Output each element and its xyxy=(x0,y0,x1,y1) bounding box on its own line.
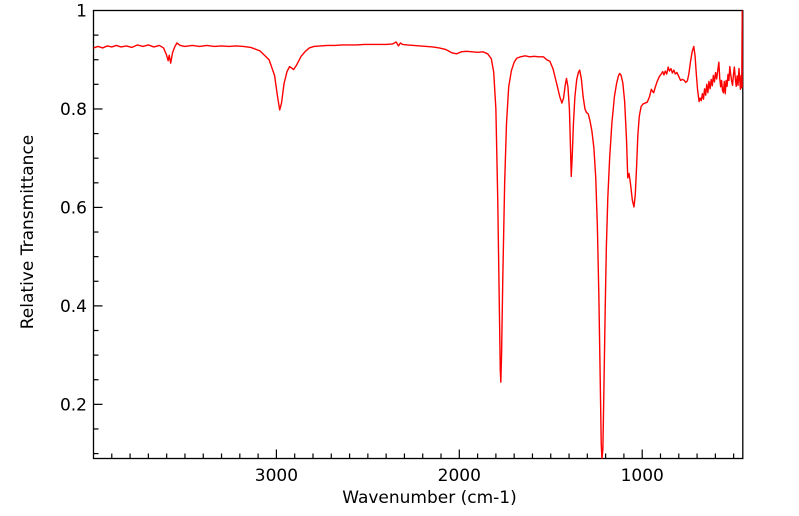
tick-label: 0.2 xyxy=(60,395,87,415)
tick-label: 3000 xyxy=(255,466,298,486)
plot-border xyxy=(92,9,744,460)
tick-label: 0.4 xyxy=(60,297,87,317)
tick-label: 2000 xyxy=(438,466,481,486)
y-axis-label: Relative Transmittance xyxy=(18,134,38,330)
x-axis-label: Wavenumber (cm-1) xyxy=(342,488,517,508)
tick-label: 0.6 xyxy=(60,198,87,218)
spectrum-line xyxy=(93,10,743,459)
x-axis-tick-labels: 3000 2000 1000 xyxy=(255,466,664,486)
axis-ticks xyxy=(93,34,735,459)
tick-label: 1000 xyxy=(621,466,664,486)
tick-label: 1 xyxy=(76,2,87,22)
tick-label: 0.8 xyxy=(60,100,87,120)
y-axis-tick-labels: 1 0.8 0.6 0.4 0.2 xyxy=(60,2,87,416)
